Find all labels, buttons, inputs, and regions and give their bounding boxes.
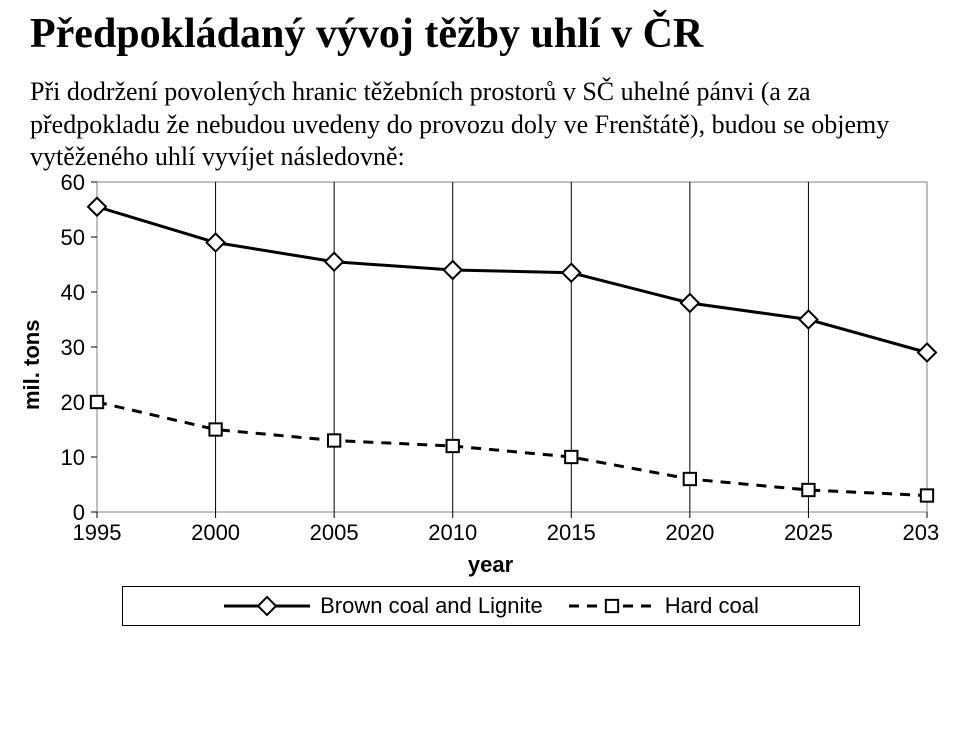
- svg-text:0: 0: [73, 500, 85, 525]
- svg-text:60: 60: [61, 174, 85, 195]
- svg-text:2010: 2010: [428, 520, 477, 545]
- legend-label-brown: Brown coal and Lignite: [320, 593, 543, 619]
- svg-text:2000: 2000: [191, 520, 240, 545]
- svg-text:2020: 2020: [665, 520, 714, 545]
- svg-text:2030: 2030: [903, 520, 939, 545]
- x-axis-label: year: [42, 552, 939, 578]
- legend-item-brown: Brown coal and Lignite: [222, 593, 543, 619]
- legend-item-hard: Hard coal: [567, 593, 759, 619]
- svg-text:50: 50: [61, 225, 85, 250]
- svg-text:10: 10: [61, 445, 85, 470]
- page: Předpokládaný vývoj těžby uhlí v ČR Při …: [0, 0, 960, 626]
- description-text: Při dodržení povolených hranic těžebních…: [30, 76, 930, 174]
- svg-text:2025: 2025: [784, 520, 833, 545]
- line-chart: 1995200020052010201520202025203001020304…: [42, 174, 939, 546]
- legend-swatch-hard: [567, 594, 657, 618]
- svg-text:40: 40: [61, 280, 85, 305]
- chart-container: mil. tons 199520002005201020152020202520…: [22, 174, 930, 626]
- svg-text:2015: 2015: [547, 520, 596, 545]
- page-title: Předpokládaný vývoj těžby uhlí v ČR: [30, 10, 930, 58]
- svg-text:30: 30: [61, 335, 85, 360]
- legend: Brown coal and Lignite Hard coal: [122, 586, 860, 626]
- svg-text:2005: 2005: [310, 520, 359, 545]
- legend-swatch-brown: [222, 594, 312, 618]
- legend-label-hard: Hard coal: [665, 593, 759, 619]
- svg-text:20: 20: [61, 390, 85, 415]
- chart-body: 1995200020052010201520202025203001020304…: [42, 174, 939, 626]
